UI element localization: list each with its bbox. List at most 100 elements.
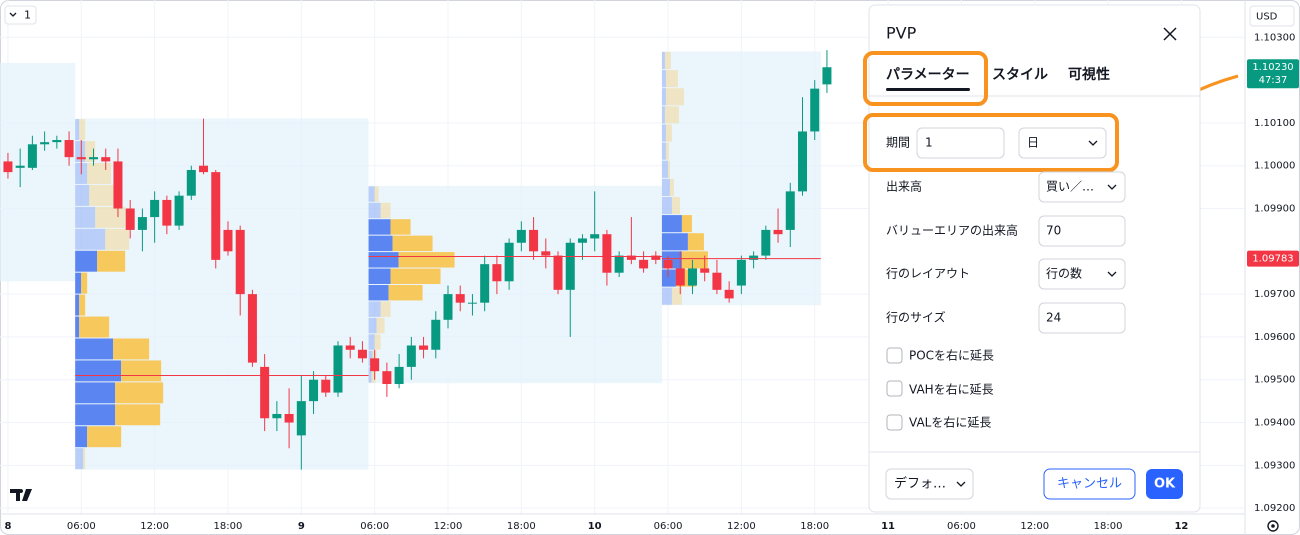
candle-body xyxy=(284,413,294,423)
profile-sell xyxy=(398,252,455,268)
x-tick-label: 06:00 xyxy=(360,521,389,532)
profile-sell xyxy=(105,228,130,250)
profile-sell xyxy=(667,160,670,178)
y-tick-label: 1.10300 xyxy=(1254,32,1295,43)
profile-buy xyxy=(661,178,670,196)
x-tick-label: 8 xyxy=(4,521,11,532)
candle-body xyxy=(590,234,600,239)
profile-buy xyxy=(661,269,676,287)
candle-body xyxy=(773,229,783,235)
profile-buy xyxy=(661,142,666,160)
field-value: 1 xyxy=(925,136,933,150)
profile-sell xyxy=(79,119,86,141)
x-tick-label: 18:00 xyxy=(800,521,829,532)
row-size-input[interactable] xyxy=(1038,302,1126,334)
candle-body xyxy=(370,358,380,372)
x-tick-label: 06:00 xyxy=(947,521,976,532)
profile-buy xyxy=(368,284,389,301)
profile-buy xyxy=(75,141,86,162)
price-label: 1.10230 xyxy=(1252,62,1293,73)
profile-buy xyxy=(368,301,381,317)
y-tick-label: 1.09600 xyxy=(1254,332,1295,343)
value-area-input[interactable] xyxy=(1038,215,1126,247)
volume-select[interactable] xyxy=(1038,171,1126,203)
profile-sell xyxy=(665,88,684,106)
profile-sell xyxy=(79,316,110,338)
tab[interactable]: パラメーター xyxy=(886,67,970,83)
checkbox[interactable] xyxy=(886,380,903,397)
candle-body xyxy=(761,229,771,256)
profile-sell xyxy=(392,235,433,252)
profile-buy xyxy=(75,338,114,360)
profile-sell xyxy=(665,142,669,160)
defaults-button[interactable] xyxy=(885,468,974,500)
profile-sell xyxy=(97,250,126,272)
profile-buy xyxy=(661,196,672,215)
profile-sell xyxy=(664,51,671,70)
profile-buy xyxy=(368,235,393,252)
x-tick-label: 12:00 xyxy=(727,521,756,532)
period-input[interactable] xyxy=(916,127,1005,159)
profile-buy xyxy=(661,287,672,305)
y-tick-label: 1.09900 xyxy=(1254,204,1295,215)
field-value: 行の数 xyxy=(1046,266,1082,281)
profile-sell xyxy=(376,317,385,334)
candle-body xyxy=(565,242,575,290)
profile-sell xyxy=(669,178,674,196)
tab[interactable]: スタイル xyxy=(992,67,1048,83)
checkbox[interactable] xyxy=(886,347,903,364)
field-value: 日 xyxy=(1027,136,1039,150)
candle-body xyxy=(651,255,661,260)
field-label: 期間 xyxy=(886,136,910,150)
candle-body xyxy=(443,294,453,320)
profile-sell xyxy=(671,287,682,305)
candle-body xyxy=(614,255,624,273)
highlight-box xyxy=(863,113,1119,172)
candle-body xyxy=(736,259,746,286)
settings-icon[interactable] xyxy=(1267,520,1279,532)
layout-select[interactable] xyxy=(1038,258,1126,290)
candle-body xyxy=(137,217,147,230)
candle-body xyxy=(810,88,820,132)
candle-body xyxy=(504,242,514,282)
interval-button[interactable]: 1 xyxy=(4,5,37,25)
profile-buy xyxy=(368,202,381,219)
profile-sell xyxy=(388,284,423,301)
cancel-button[interactable] xyxy=(1043,468,1136,500)
profile-sell xyxy=(121,360,162,382)
candle-body xyxy=(113,161,123,209)
profile-buy xyxy=(75,426,88,448)
price-label-box xyxy=(1247,250,1299,267)
x-tick-label: 12:00 xyxy=(1020,521,1049,532)
countdown-label: 47:37 xyxy=(1259,75,1288,86)
y-tick-label: 1.09500 xyxy=(1254,375,1295,386)
profile-sell xyxy=(374,334,381,350)
x-tick-label: 9 xyxy=(298,521,305,532)
profile-sell xyxy=(374,186,379,202)
profile-sell xyxy=(671,196,680,215)
tab-underline xyxy=(886,88,970,91)
candle-body xyxy=(797,131,807,192)
candle-body xyxy=(357,349,367,359)
ok-button[interactable] xyxy=(1146,469,1183,499)
y-tick-label: 1.09200 xyxy=(1254,503,1295,514)
tab[interactable]: 可視性 xyxy=(1068,66,1110,83)
candle-body xyxy=(235,229,245,295)
button-label: キャンセル xyxy=(1057,477,1122,492)
checkbox[interactable] xyxy=(886,414,903,431)
close-button[interactable] xyxy=(1163,27,1177,41)
profile-sell xyxy=(681,215,692,233)
candle-body xyxy=(529,229,539,252)
y-tick-label: 1.09300 xyxy=(1254,460,1295,471)
unit-select[interactable] xyxy=(1018,127,1107,159)
candle-body xyxy=(712,272,722,290)
candle-body xyxy=(174,195,184,226)
candle-body xyxy=(675,268,685,286)
field-value: 買い／… xyxy=(1046,180,1094,194)
currency-button[interactable]: USD xyxy=(1249,5,1295,27)
x-tick-label: 12 xyxy=(1174,521,1188,532)
candle-body xyxy=(785,191,795,230)
candle-body xyxy=(223,229,233,252)
profile-sell xyxy=(664,106,679,124)
